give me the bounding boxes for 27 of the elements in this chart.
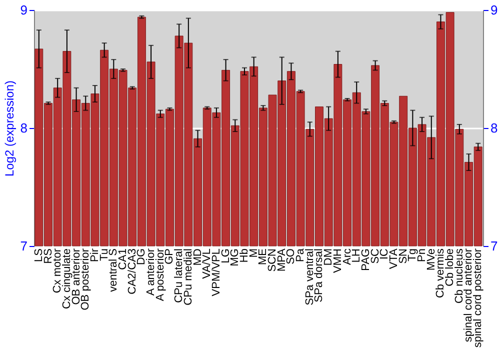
x-tick-label: GP [164, 248, 176, 264]
y2-tick-label: 9 [490, 2, 498, 18]
x-tick-label: PAG [360, 248, 372, 271]
y2-tick-label: 7 [490, 238, 498, 254]
x-tick-label: Cx cingulate [60, 248, 73, 310]
y2-tick-label: 8 [490, 120, 498, 136]
x-tick-label: spinal cord posterior [472, 248, 484, 348]
x-tick-label: Arc [341, 248, 354, 265]
x-tick-label: SCN [266, 248, 279, 272]
x-tick-label: Pa [294, 248, 307, 262]
x-tick-label: Tg [406, 248, 419, 262]
y-tick-label: 7 [20, 238, 28, 254]
y-tick-label: 9 [20, 2, 28, 18]
x-tick-label: SPa dorsal [313, 248, 326, 302]
x-tick-label: DG [136, 248, 148, 265]
x-tick-label: LS [32, 248, 45, 262]
x-tick-label: M [248, 248, 260, 258]
x-tick-label: Hb [238, 248, 250, 263]
x-tick-label: RS [42, 248, 54, 264]
x-tick-label: CPu medial [182, 248, 194, 306]
x-tick-label: OB anterior [70, 248, 82, 305]
y-axis-title: Log2 (expression) [2, 80, 16, 177]
x-tick-label: SO [285, 248, 298, 264]
x-tick-label: VPM/VPL [210, 248, 222, 296]
y-tick-label: 8 [20, 120, 28, 136]
x-tick-label: SN [397, 248, 410, 264]
x-tick-label: spinal cord anterior [462, 248, 475, 342]
